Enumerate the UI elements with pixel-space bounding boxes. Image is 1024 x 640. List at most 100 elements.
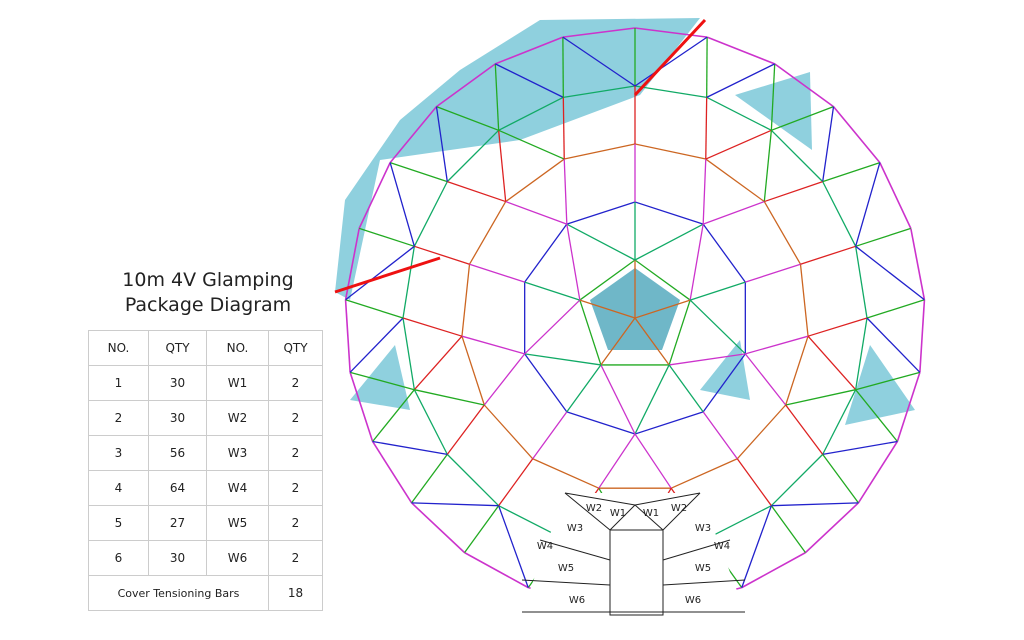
strut: [634, 27, 708, 38]
door-label: W1: [643, 508, 659, 519]
strut: [358, 227, 415, 247]
strut: [436, 105, 499, 131]
strut: [832, 106, 881, 164]
door-strut: [609, 504, 636, 531]
table-cell: Cover Tensioning Bars: [88, 575, 269, 611]
cover-panel: [335, 18, 700, 300]
strut: [706, 63, 775, 98]
strut: [855, 246, 868, 319]
strut: [563, 85, 636, 98]
strut: [411, 453, 448, 504]
strut: [371, 441, 413, 504]
strut: [461, 335, 485, 406]
cover-panel: [845, 345, 915, 425]
strut: [799, 264, 809, 337]
strut: [736, 458, 772, 507]
strut: [532, 458, 600, 489]
strut: [461, 335, 525, 355]
strut: [736, 404, 787, 460]
strut: [668, 364, 704, 413]
title-line: 10m 4V Glamping: [122, 269, 294, 291]
strut: [770, 505, 806, 553]
strut: [566, 224, 581, 301]
diagram-title: 10m 4V Glamping Package Diagram: [88, 268, 328, 318]
strut: [634, 36, 708, 87]
strut: [435, 106, 448, 182]
strut: [706, 36, 776, 65]
table-cell: 27: [148, 505, 207, 541]
strut: [345, 299, 404, 319]
strut: [402, 317, 415, 390]
strut: [505, 200, 568, 225]
parts-table: NO. QTY NO. QTY 1 30 W1 2 2 30 W2 2 3 56 W3 2 4 64 W4 2 5 27 W…: [88, 330, 323, 611]
strut: [483, 404, 534, 460]
strut: [498, 505, 529, 588]
strut: [822, 389, 857, 455]
strut: [566, 223, 636, 261]
strut: [702, 223, 746, 283]
strut: [483, 353, 526, 406]
strut: [579, 259, 636, 301]
table-cell: W5: [206, 505, 269, 541]
table-row: 5 27 W5 2: [88, 505, 323, 541]
door-label: W5: [695, 563, 711, 574]
strut: [524, 299, 581, 355]
strut: [807, 335, 857, 391]
table-cell: 56: [148, 435, 207, 471]
door-strut: [564, 492, 636, 506]
table-row: 6 30 W6 2: [88, 540, 323, 576]
strut: [579, 299, 636, 319]
strut: [349, 371, 415, 391]
door-strut: [564, 492, 611, 531]
strut: [770, 129, 824, 183]
strut: [566, 411, 636, 435]
strut: [702, 159, 707, 225]
strut: [689, 281, 746, 301]
strut: [446, 129, 500, 183]
table-cell: W6: [206, 540, 269, 576]
door-strut: [634, 492, 701, 506]
strut: [855, 389, 898, 442]
table-cell: 30: [148, 540, 207, 576]
strut: [741, 505, 772, 588]
strut: [436, 63, 496, 108]
strut: [447, 181, 506, 203]
strut: [634, 317, 670, 366]
strut: [524, 281, 581, 301]
strut: [461, 264, 471, 337]
strut: [822, 161, 881, 183]
table-cell: 64: [148, 470, 207, 506]
door-label: W6: [685, 595, 701, 606]
table-cell: NO.: [206, 330, 269, 366]
table-cell: 2: [268, 400, 323, 436]
strut: [668, 299, 691, 366]
strut: [634, 143, 706, 160]
strut: [866, 299, 925, 319]
strut: [745, 263, 801, 283]
strut: [770, 63, 776, 131]
strut: [524, 353, 568, 413]
table-cell: W3: [206, 435, 269, 471]
strut: [689, 299, 746, 355]
strut: [349, 317, 404, 373]
table-cell: 1: [88, 365, 149, 401]
strut: [807, 317, 868, 337]
table-cell: 3: [88, 435, 149, 471]
strut: [822, 106, 835, 182]
strut: [866, 317, 921, 373]
strut: [822, 181, 857, 247]
strut: [634, 259, 691, 301]
strut: [413, 181, 448, 247]
strut: [634, 223, 704, 261]
strut: [495, 63, 564, 98]
strut: [745, 335, 809, 355]
strut: [446, 453, 500, 507]
table-cell: NO.: [88, 330, 149, 366]
strut: [389, 162, 415, 247]
table-row: NO. QTY NO. QTY: [88, 330, 323, 366]
strut: [855, 317, 868, 390]
strut: [498, 129, 565, 160]
strut: [633, 18, 707, 97]
strut: [358, 162, 391, 229]
strut: [464, 505, 500, 553]
